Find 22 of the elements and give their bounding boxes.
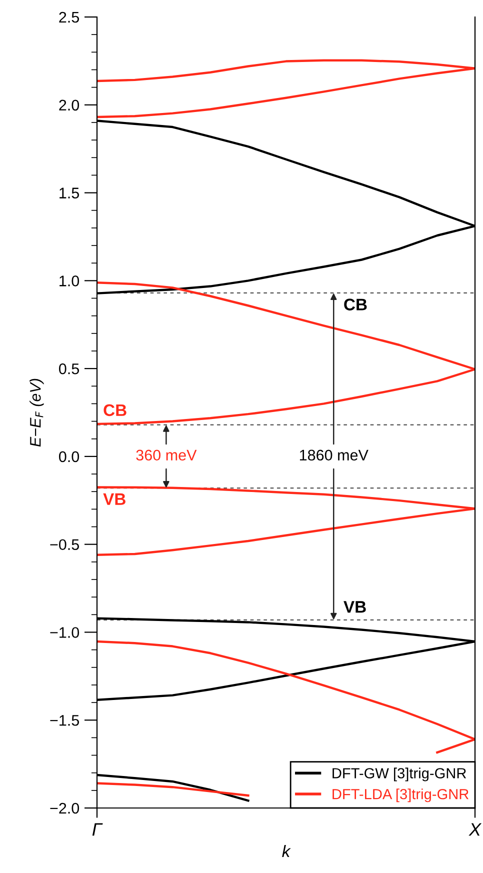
x-axis-title: k xyxy=(282,844,291,858)
annotation: 1860 meV xyxy=(300,450,368,461)
legend-label: DFT-LDA [3]trig-GNR xyxy=(332,788,468,802)
y-tick-label: 2.0 xyxy=(59,100,80,111)
annotation: CB xyxy=(104,404,126,416)
x-tick-label: Γ xyxy=(92,823,103,836)
x-tick-label: X xyxy=(468,823,482,836)
y-tick-label: 1.5 xyxy=(60,188,79,198)
y-tick-label: 0.5 xyxy=(59,363,79,374)
y-tick-label: −0.5 xyxy=(50,539,79,550)
y-tick-label: 1.0 xyxy=(60,276,80,286)
annotation: 360 meV xyxy=(136,450,197,461)
annotation: VB xyxy=(103,493,126,505)
y-tick-label: 2.5 xyxy=(59,12,79,23)
y-tick-label: −2.0 xyxy=(50,802,80,814)
y-axis-title: E−E$_{F}$ (eV) xyxy=(30,378,44,447)
y-tick-label: −1.0 xyxy=(50,627,80,638)
legend-label: DFT-GW [3]trig-GNR xyxy=(332,768,466,782)
y-tick-label: 0.0 xyxy=(59,451,80,462)
annotation: CB xyxy=(344,298,367,310)
annotation: VB xyxy=(344,601,366,613)
y-tick-label: −1.5 xyxy=(50,715,79,726)
